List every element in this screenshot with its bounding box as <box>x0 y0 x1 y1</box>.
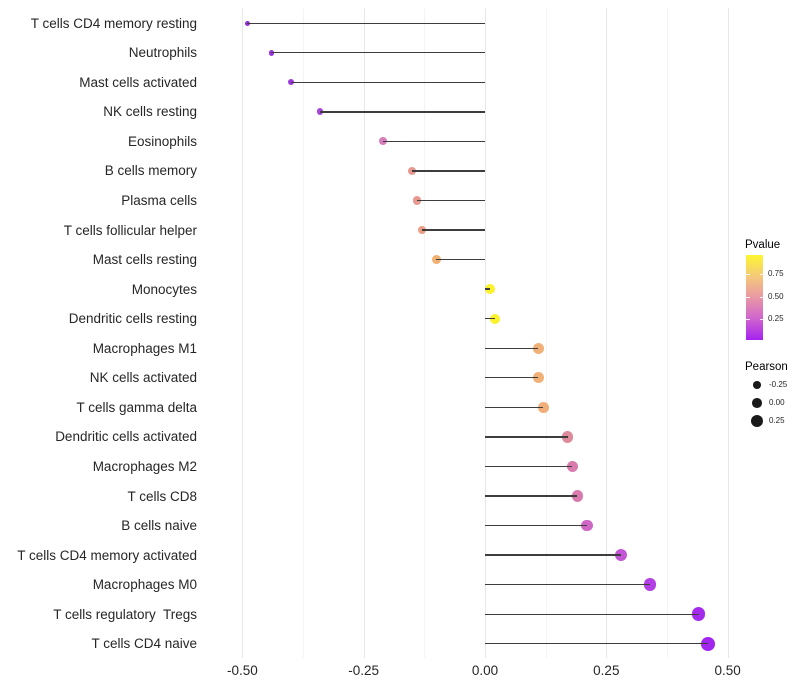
row-label: B cells naive <box>121 518 197 534</box>
minor-gridline <box>666 8 668 658</box>
lollipop-stem <box>436 258 485 261</box>
row-label: NK cells activated <box>89 370 197 386</box>
lollipop-stem <box>485 554 621 556</box>
pvalue-colorbar <box>746 255 763 340</box>
colorbar-tick <box>759 319 763 321</box>
row-label: Dendritic cells activated <box>55 429 197 445</box>
major-gridline <box>727 8 729 658</box>
colorbar-tick <box>759 296 763 298</box>
row-label: T cells follicular helper <box>63 222 197 238</box>
lollipop-stem <box>485 613 699 615</box>
pearson-legend-dot <box>751 415 763 427</box>
lollipop-stem <box>485 465 573 468</box>
pearson-legend-title: Pearson <box>745 361 788 373</box>
lollipop-stem <box>485 347 539 349</box>
colorbar-tick <box>746 274 750 275</box>
row-label: B cells memory <box>104 163 197 179</box>
x-tick-label: 0.25 <box>593 663 620 678</box>
row-label: Mast cells resting <box>92 252 197 268</box>
major-gridline <box>363 8 365 658</box>
row-label: T cells regulatory Tregs <box>53 606 197 622</box>
lollipop-stem <box>412 170 485 172</box>
row-label: Eosinophils <box>127 133 197 149</box>
major-gridline <box>606 8 608 658</box>
pearson-legend-label: 0.00 <box>769 398 785 407</box>
major-gridline <box>242 8 244 658</box>
row-label: Dendritic cells resting <box>68 311 197 327</box>
lollipop-dot <box>691 607 706 622</box>
lollipop-stem <box>290 81 485 83</box>
pearson-legend-label: 0.25 <box>769 416 785 425</box>
x-tick-label: -0.25 <box>348 663 380 678</box>
colorbar-tick <box>746 296 750 298</box>
row-label: Macrophages M1 <box>92 340 197 356</box>
pvalue-legend-title: Pvalue <box>745 239 781 251</box>
row-label: T cells CD8 <box>127 488 197 504</box>
row-label: T cells CD4 memory resting <box>30 15 197 31</box>
x-tick-label: 0.50 <box>714 663 741 678</box>
row-label: Macrophages M0 <box>92 577 197 593</box>
lollipop-stem <box>485 406 544 409</box>
minor-gridline <box>303 8 304 658</box>
lollipop-stem <box>485 436 568 438</box>
row-label: Macrophages M2 <box>92 458 197 474</box>
lollipop-dot <box>571 490 583 502</box>
lollipop-dot <box>614 549 628 562</box>
colorbar-tick <box>746 319 750 321</box>
colorbar-tick-label: 0.25 <box>768 314 784 324</box>
minor-gridline <box>424 8 426 658</box>
lollipop-stem <box>383 140 485 143</box>
x-tick-label: -0.50 <box>226 663 258 678</box>
pearson-legend-label: -0.25 <box>769 380 788 389</box>
lollipop-stem <box>421 229 485 231</box>
pearson-legend-dot <box>752 398 762 408</box>
lollipop-dot <box>701 636 716 651</box>
lollipop-dot <box>581 519 593 532</box>
lollipop-dot <box>561 431 574 443</box>
lollipop-stem <box>247 22 485 24</box>
row-label: T cells CD4 memory activated <box>17 547 197 563</box>
colorbar-tick-label: 0.75 <box>768 268 784 278</box>
lollipop-stem <box>485 524 587 527</box>
lollipop-dot <box>379 137 388 146</box>
row-label: Mast cells activated <box>79 74 197 90</box>
lollipop-dot <box>287 79 294 86</box>
lollipop-stem <box>485 643 709 645</box>
row-label: Monocytes <box>131 281 197 297</box>
lollipop-stem <box>485 318 495 320</box>
lollipop-stem <box>485 495 578 497</box>
lollipop-stem <box>485 288 490 290</box>
row-label: NK cells resting <box>103 104 197 120</box>
row-label: T cells CD4 naive <box>91 636 197 652</box>
x-tick-label: 0.00 <box>471 663 499 678</box>
major-gridline <box>485 8 486 658</box>
lollipop-stem <box>485 377 539 379</box>
pearson-legend-dot <box>753 381 761 389</box>
colorbar-tick <box>759 274 763 275</box>
lollipop-stem <box>417 199 485 202</box>
lollipop-stem <box>319 111 485 113</box>
colorbar-tick-label: 0.50 <box>768 291 784 301</box>
lollipop-stem <box>485 584 650 586</box>
row-label: Neutrophils <box>128 45 197 61</box>
lollipop-stem <box>271 52 485 54</box>
row-label: T cells gamma delta <box>76 399 197 415</box>
minor-gridline <box>545 8 547 658</box>
row-label: Plasma cells <box>121 193 197 208</box>
lollipop-dot <box>537 401 549 413</box>
lollipop-dot <box>432 255 441 264</box>
